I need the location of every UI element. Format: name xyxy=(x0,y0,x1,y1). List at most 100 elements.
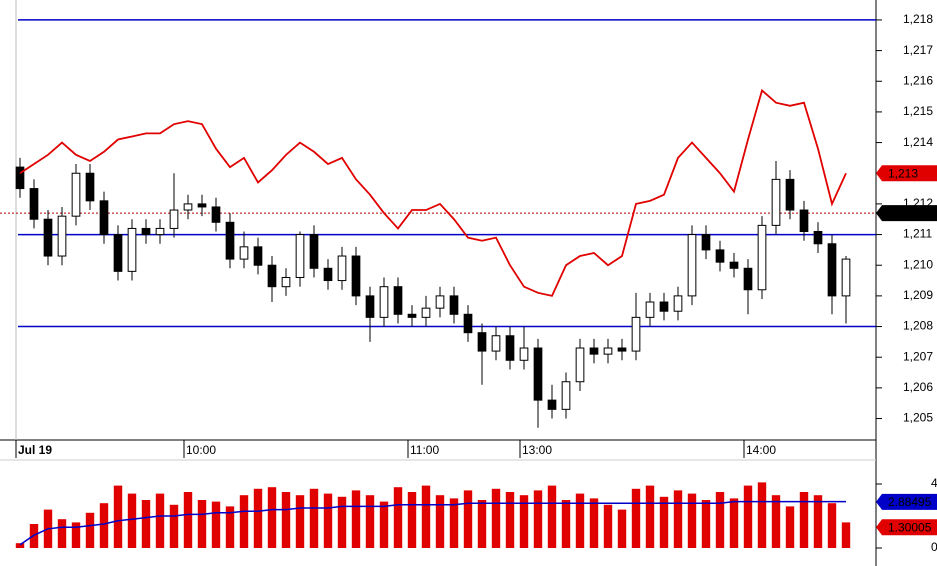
volume-bar xyxy=(57,519,67,548)
candle-body xyxy=(407,313,417,318)
candle-body xyxy=(309,234,319,269)
volume-bar xyxy=(701,500,711,548)
price-tag-label: 1,211.7 xyxy=(888,206,927,220)
candle-body xyxy=(715,249,725,263)
volume-bar xyxy=(603,504,613,548)
candle-body xyxy=(491,335,501,352)
x-tick-label: Jul 19 xyxy=(18,443,52,457)
price-tag xyxy=(876,165,937,182)
candle-body xyxy=(477,332,487,352)
volume-bar xyxy=(351,490,361,548)
candle-body xyxy=(645,301,655,318)
volume-bar xyxy=(799,492,809,548)
candle-body xyxy=(673,295,683,312)
candle-body xyxy=(225,221,235,260)
candle-body xyxy=(113,234,123,272)
price-tag-label: 2.88495 xyxy=(888,495,932,509)
volume-bar xyxy=(393,487,403,548)
volume-bar xyxy=(407,492,417,548)
candle-body xyxy=(337,255,347,282)
candle-body xyxy=(435,295,445,309)
candle-body xyxy=(267,264,277,288)
volume-bar xyxy=(211,501,221,548)
candle-body xyxy=(449,295,459,315)
candle-body xyxy=(155,227,165,236)
volume-bar xyxy=(281,492,291,548)
price-tag-label: 1.30005 xyxy=(888,520,932,534)
price-tag-label: 1,213 xyxy=(888,166,918,180)
y-tick-label: 0 xyxy=(931,540,937,554)
volume-bar xyxy=(253,488,263,548)
volume-bar xyxy=(267,487,277,548)
volume-bar xyxy=(71,522,81,548)
volume-bar xyxy=(239,495,249,548)
candle-body xyxy=(785,178,795,211)
y-tick-label: 1,207 xyxy=(903,349,933,363)
volume-bar xyxy=(295,495,305,548)
y-tick-label: 4 xyxy=(931,476,937,490)
candle-body xyxy=(365,295,375,318)
volume-bar xyxy=(379,501,389,548)
x-tick-label: 14:00 xyxy=(746,443,776,457)
volume-bar xyxy=(645,485,655,548)
volume-bar xyxy=(141,500,151,548)
candle-body xyxy=(519,347,529,361)
candle-body xyxy=(561,381,571,410)
volume-bar xyxy=(435,495,445,548)
volume-bar xyxy=(533,490,543,548)
volume-bar xyxy=(127,493,137,548)
candle-body xyxy=(15,166,25,190)
candle-body xyxy=(253,246,263,266)
candle-body xyxy=(757,224,767,291)
volume-bar xyxy=(197,500,207,548)
volume-bar xyxy=(519,495,529,548)
candle-body xyxy=(421,307,431,318)
x-tick-label: 10:00 xyxy=(186,443,216,457)
volume-bar xyxy=(225,506,235,548)
candle-body xyxy=(687,234,697,297)
volume-bar xyxy=(323,493,333,548)
candle-body xyxy=(589,347,599,355)
y-tick-label: 1,211 xyxy=(903,227,932,241)
volume-bar xyxy=(309,488,319,548)
candle-body xyxy=(603,347,613,355)
volume-bar xyxy=(729,498,739,548)
volume-bar xyxy=(155,493,165,548)
volume-bar xyxy=(505,492,515,548)
volume-bar xyxy=(113,485,123,548)
candle-body xyxy=(841,258,851,297)
y-tick-label: 1,206 xyxy=(903,380,933,394)
price-tag xyxy=(876,205,937,222)
candle-body xyxy=(799,209,809,232)
candle-body xyxy=(617,347,627,352)
candle-body xyxy=(379,286,389,318)
candle-body xyxy=(547,399,557,410)
candle-body xyxy=(183,203,193,211)
y-tick-label: 1,218 xyxy=(903,12,933,26)
volume-bar xyxy=(785,506,795,548)
candle-body xyxy=(141,227,151,236)
volume-bar xyxy=(687,493,697,548)
candle-body xyxy=(99,200,109,236)
candle-body xyxy=(281,276,291,288)
candle-body xyxy=(827,243,837,297)
volume-bar xyxy=(827,503,837,548)
candle-body xyxy=(29,188,39,220)
volume-bar xyxy=(547,485,557,548)
candle-body xyxy=(43,218,53,257)
volume-bar xyxy=(743,485,753,548)
candle-body xyxy=(239,246,249,260)
candle-body xyxy=(197,203,207,208)
y-tick-label: 1,208 xyxy=(903,319,933,333)
volume-bar xyxy=(589,498,599,548)
candle-body xyxy=(659,301,669,312)
volume-bar xyxy=(715,492,725,548)
y-tick-label: 1,210 xyxy=(903,257,933,271)
y-tick-label: 1,216 xyxy=(903,73,933,87)
candle-body xyxy=(631,316,641,352)
volume-bar xyxy=(813,495,823,548)
volume-bar xyxy=(463,490,473,548)
volume-bar xyxy=(617,509,627,548)
